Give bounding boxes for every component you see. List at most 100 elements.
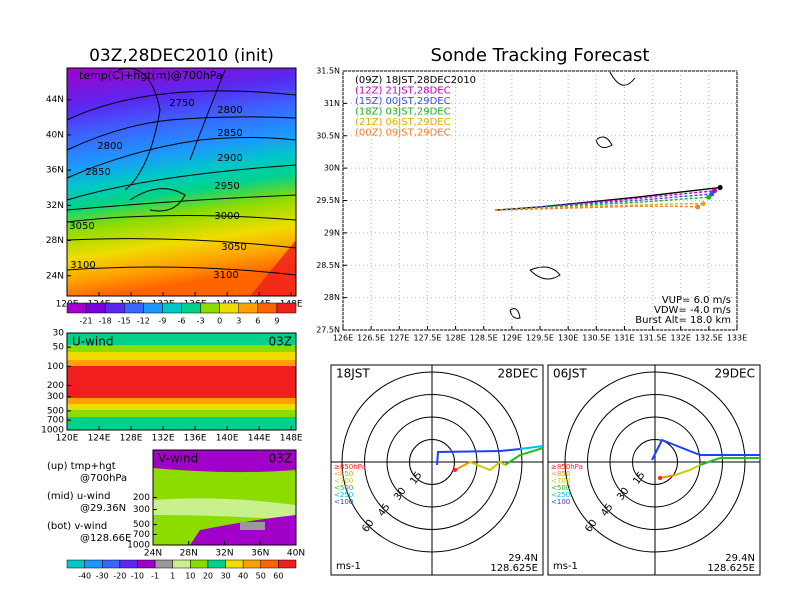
colorbar-label: 60 — [273, 572, 283, 581]
panel-title: Sonde Tracking Forecast — [431, 45, 650, 66]
y-tick-label: 200 — [47, 381, 64, 391]
y-tick-label: 31.5N — [316, 67, 340, 76]
colorbar-label: -21 — [80, 317, 93, 326]
side-note: (up) tmp+hgt — [47, 461, 116, 472]
contour-label: 3000 — [214, 211, 239, 222]
colorbar-cell — [101, 559, 121, 569]
hodo-level: <500 — [551, 484, 570, 492]
contour-label: 2850 — [85, 167, 110, 178]
contour-label: 3100 — [213, 270, 238, 281]
hodo-lon: 128.625E — [490, 563, 538, 574]
hodo-level: <850 — [551, 470, 570, 478]
x-tick-label: 127E — [389, 334, 409, 343]
panel-time: 03Z — [269, 335, 293, 349]
colorbar-label: 9 — [274, 317, 279, 326]
contour-label: 3100 — [70, 260, 95, 271]
hodo-lon: 128.625E — [707, 563, 755, 574]
hodo-ring — [386, 416, 478, 508]
x-tick-label: 148E — [280, 434, 303, 444]
y-tick-label: 1000 — [127, 541, 150, 551]
side-note: @700hPa — [80, 473, 127, 484]
y-tick-label: 300 — [47, 392, 64, 402]
hodo-trace — [651, 438, 760, 461]
y-tick-label: 700 — [133, 530, 150, 540]
v-wind-band — [240, 522, 265, 530]
annotation: VDW= -4.0 m/s — [654, 305, 731, 316]
hodo-ring-label: 30 — [392, 486, 408, 503]
plot-frame — [66, 332, 297, 431]
x-tick-label: 136E — [184, 434, 207, 444]
hodo-level: <850 — [334, 470, 353, 478]
colorbar-cell — [84, 559, 103, 569]
hodo-time: 06JST — [553, 367, 587, 381]
x-tick-label: 127.5E — [413, 334, 441, 343]
legend-entry: (18Z) 03JST,29DEC — [355, 107, 451, 118]
x-tick-label: 24N — [144, 549, 162, 559]
hodo-ring — [632, 439, 678, 485]
y-tick-label: 29.5N — [316, 196, 340, 205]
hodo-ring-label: 45 — [376, 502, 392, 519]
x-tick-label: 128E — [445, 334, 465, 343]
track-end — [695, 204, 701, 210]
contour-label: 2900 — [217, 153, 242, 164]
hodo-ring-label: 60 — [583, 518, 599, 535]
side-note: @29.36N — [80, 503, 126, 514]
x-tick-label: 28N — [180, 549, 198, 559]
y-tick-label: 30 — [53, 329, 65, 339]
height-contours — [66, 90, 297, 276]
colorbar-label: 40 — [238, 572, 248, 581]
colorbar-label: 3 — [236, 317, 241, 326]
y-tick-label: 40N — [46, 130, 64, 140]
hodo-frame — [330, 364, 544, 576]
x-tick-label: 36N — [251, 549, 269, 559]
colorbar-label: -40 — [78, 572, 91, 581]
colorbar-cell — [278, 559, 297, 569]
colorbar-label: -20 — [113, 572, 126, 581]
panel-title: 03Z,28DEC2010 (init) — [89, 46, 274, 66]
hodo-ring-label: 15 — [408, 470, 424, 487]
y-tick-label: 28.5N — [316, 261, 340, 270]
legend-entry: (09Z) 18JST,28DEC2010 — [355, 75, 476, 86]
side-note: (bot) v-wind — [47, 521, 107, 532]
track-end — [711, 188, 717, 194]
colorbar-cell — [238, 302, 259, 314]
x-tick-label: 140E — [216, 434, 239, 444]
x-tick-label: 129.5E — [526, 334, 554, 343]
y-tick-label: 1000 — [41, 426, 64, 436]
x-tick-label: 126E — [333, 334, 353, 343]
y-tick-label: 30N — [324, 164, 340, 173]
hodo-frame — [547, 364, 761, 576]
colorbar-cell — [219, 302, 240, 314]
colorbar-cell — [66, 302, 87, 314]
colorbar-cell — [66, 559, 85, 569]
colorbar-label: -6 — [178, 317, 186, 326]
colorbar-label: 50 — [256, 572, 266, 581]
hodo-unit: ms-1 — [336, 561, 361, 572]
y-tick-label: 27.5N — [316, 326, 340, 335]
colorbar-cell — [119, 559, 138, 569]
colorbar-label: -3 — [197, 317, 205, 326]
hodo-level: <700 — [551, 477, 570, 485]
y-tick-label: 24N — [46, 271, 64, 281]
colorbar-cell — [260, 559, 279, 569]
x-tick-label: 131E — [614, 334, 634, 343]
colorbar-cell — [225, 559, 244, 569]
x-tick-label: 40N — [287, 549, 305, 559]
colorbar-cell — [137, 559, 156, 569]
hodo-start — [453, 468, 457, 472]
colorbar-label: 1 — [170, 572, 175, 581]
colorbar-cell — [85, 302, 106, 314]
hodo-ring-label: 45 — [599, 502, 615, 519]
x-tick-label: 128.5E — [470, 334, 498, 343]
colorbar-label: 10 — [185, 572, 195, 581]
contour-label: 2800 — [217, 105, 242, 116]
temperature-field — [67, 68, 296, 296]
hodo-level: <250 — [551, 491, 570, 499]
y-tick-label: 500 — [133, 520, 150, 530]
y-tick-label: 30.5N — [316, 131, 340, 140]
hodo-ring-label: 60 — [360, 518, 376, 535]
u-wind-band — [67, 366, 296, 398]
y-tick-label: 50 — [53, 343, 65, 353]
x-tick-label: 133E — [727, 334, 747, 343]
